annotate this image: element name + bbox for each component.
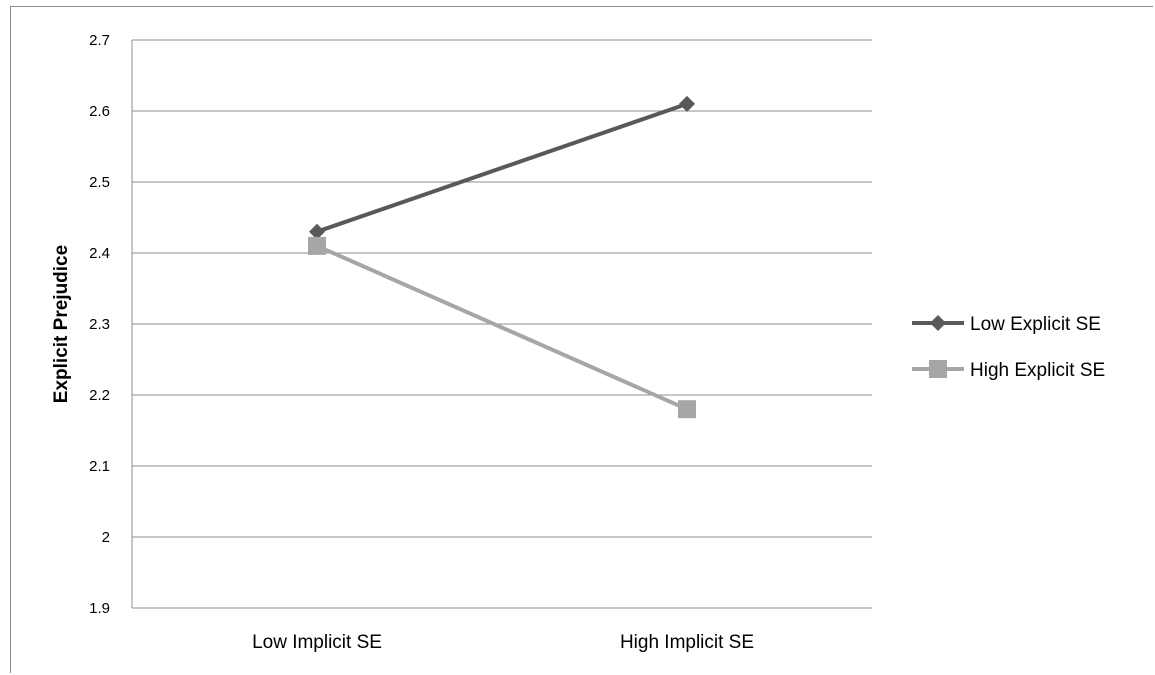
- series-line: [316, 102, 688, 234]
- y-tick-label: 2.7: [89, 32, 110, 49]
- data-point: [679, 95, 695, 112]
- legend-label: Low Explicit SE: [970, 314, 1101, 335]
- series-line: [316, 244, 688, 412]
- x-category-label: High Implicit SE: [620, 632, 754, 653]
- y-tick-label: 2: [102, 529, 110, 546]
- y-tick-label: 2.1: [89, 458, 110, 475]
- legend: Low Explicit SE High Explicit SE: [912, 314, 1105, 381]
- gridlines: [131, 39, 872, 609]
- series-layer: [308, 95, 696, 419]
- x-category-label: Low Implicit SE: [252, 632, 382, 653]
- y-tick-label: 2.5: [89, 174, 110, 191]
- y-axis-ticks: 1.9 2 2.1 2.2 2.3 2.4 2.5 2.6 2.7: [89, 32, 110, 617]
- data-point: [308, 236, 326, 255]
- chart-frame: [10, 6, 1153, 673]
- y-tick-label: 2.4: [89, 245, 110, 262]
- data-point: [678, 400, 696, 419]
- y-axis-title: Explicit Prejudice: [51, 245, 72, 403]
- y-tick-label: 2.6: [89, 103, 110, 120]
- legend-marker: [930, 315, 946, 331]
- legend-label: High Explicit SE: [970, 360, 1105, 381]
- y-tick-label: 2.3: [89, 316, 110, 333]
- data-point: [309, 223, 325, 240]
- x-axis-categories: Low Implicit SE High Implicit SE: [252, 632, 754, 653]
- y-tick-label: 2.2: [89, 387, 110, 404]
- legend-marker: [929, 360, 947, 378]
- y-tick-label: 1.9: [89, 600, 110, 617]
